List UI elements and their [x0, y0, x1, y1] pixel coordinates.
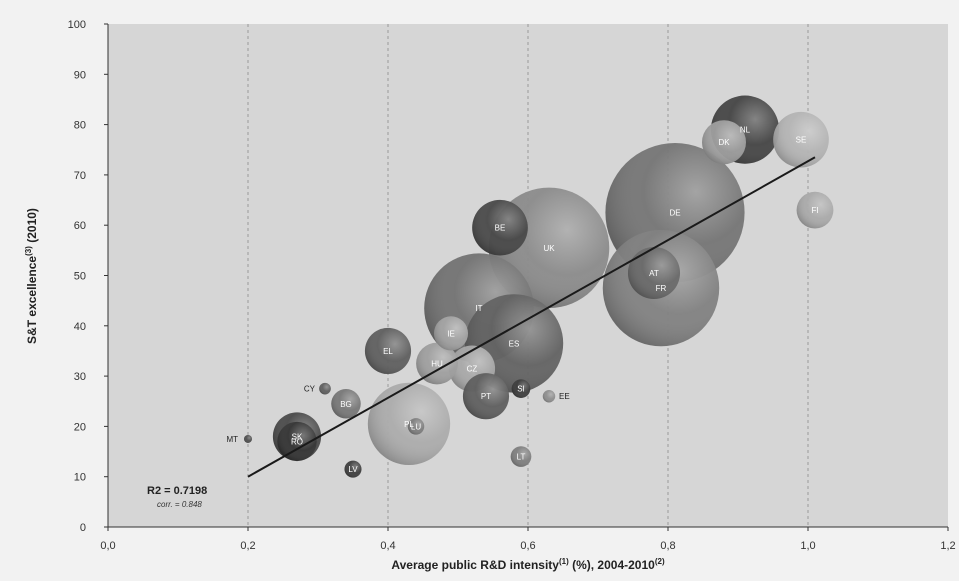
- y-tick-label: 70: [74, 170, 86, 182]
- point-label-uk: UK: [543, 244, 555, 253]
- point-label-si: SI: [517, 385, 525, 394]
- point-label-it: IT: [475, 304, 482, 313]
- bubble-shade-ie: [433, 316, 469, 351]
- ticks: 0 10 20 30 40 50 60 70 80 90 100 0,0 0,2 0,4 0,6 0,8 1,0…: [68, 19, 956, 552]
- y-axis-title-sup: (3): [24, 246, 33, 256]
- trendline: [247, 156, 816, 478]
- point-label-ee: EE: [559, 392, 570, 401]
- bubble-shade-mt: [244, 434, 252, 443]
- x-tick-label: 0,6: [520, 540, 535, 552]
- bubble-shade-fi: [796, 191, 834, 229]
- x-axis-title-main: Average public R&D intensity: [391, 558, 559, 572]
- point-label-de: DE: [669, 209, 680, 218]
- bubble-shade-cy: [319, 382, 331, 395]
- bubble-shade-pt: [462, 373, 510, 420]
- bubble-shade-hu: [416, 342, 458, 385]
- point-label-fi: FI: [811, 206, 818, 215]
- x-tick-label: 0,0: [100, 540, 115, 552]
- y-axis-title-tail: (2010): [25, 208, 39, 246]
- point-label-lu: LU: [411, 422, 421, 431]
- bubble-shade-si: [511, 379, 531, 399]
- bubble-shade-dk: [702, 120, 746, 165]
- point-label-el: EL: [383, 347, 393, 356]
- point-label-pt: PT: [481, 392, 491, 401]
- bubble-shade-el: [364, 327, 412, 375]
- point-label-at: AT: [649, 269, 659, 278]
- y-tick-label: 20: [74, 421, 86, 433]
- point-label-cy: CY: [304, 385, 316, 394]
- bubble-shade-be: [472, 199, 528, 256]
- y-axis-title: S&T excellence(3) (2010): [24, 208, 39, 344]
- bubble-shade-ro: [277, 421, 317, 462]
- point-label-ie: IE: [447, 329, 455, 338]
- y-tick-label: 50: [74, 271, 86, 283]
- y-tick-label: 40: [74, 321, 86, 333]
- bubbles: [244, 95, 834, 478]
- point-label-lv: LV: [348, 465, 358, 474]
- bubble-shade-se: [773, 111, 829, 168]
- bubble-shade-ee: [542, 389, 556, 403]
- y-tick-label: 60: [74, 220, 86, 232]
- y-axis-title-main: S&T excellence: [25, 256, 39, 344]
- point-label-dk: DK: [718, 138, 730, 147]
- bubble-shade-lu: [407, 418, 425, 435]
- y-tick-label: 90: [74, 69, 86, 81]
- point-label-es: ES: [509, 339, 520, 348]
- point-label-nl: NL: [740, 126, 751, 135]
- y-tick-label: 10: [74, 472, 86, 484]
- x-tick-label: 0,8: [660, 540, 675, 552]
- y-tick-label: 30: [74, 371, 86, 383]
- x-axis-title: Average public R&D intensity(1) (%), 200…: [391, 557, 665, 572]
- point-label-lt: LT: [517, 453, 526, 462]
- point-label-sk: SK: [292, 432, 303, 441]
- r2-annotation: R2 = 0.7198: [147, 485, 207, 497]
- point-label-cz: CZ: [467, 365, 478, 374]
- point-label-mt: MT: [226, 435, 238, 444]
- bubble-shade-bg: [331, 389, 361, 419]
- point-label-be: BE: [495, 224, 506, 233]
- point-label-hu: HU: [431, 360, 443, 369]
- bubble-shade-lt: [510, 446, 532, 467]
- y-tick-label: 100: [68, 19, 86, 31]
- point-label-bg: BG: [340, 400, 352, 409]
- corr-annotation: corr. = 0.848: [157, 500, 202, 509]
- point-label-fr: FR: [656, 284, 667, 293]
- bubble-shade-lv: [344, 460, 362, 478]
- x-tick-label: 0,2: [240, 540, 255, 552]
- x-axis-title-sup1: (1): [559, 557, 569, 566]
- point-label-se: SE: [796, 136, 807, 145]
- bubble-shade-at: [627, 246, 681, 300]
- point-label-pl: PL: [404, 420, 414, 429]
- x-tick-label: 1,0: [800, 540, 815, 552]
- y-tick-label: 0: [80, 522, 86, 534]
- y-tick-label: 80: [74, 120, 86, 132]
- point-label-ro: RO: [291, 437, 303, 446]
- x-tick-label: 1,2: [940, 540, 955, 552]
- x-tick-label: 0,4: [380, 540, 395, 552]
- x-axis-title-mid: (%), 2004-2010: [569, 558, 655, 572]
- point-labels: DE FR UK IT ES AT BE PL NL DK SE FI EL IE HU CZ PT SI EE LT…: [226, 126, 818, 475]
- x-axis-title-sup2: (2): [655, 557, 665, 566]
